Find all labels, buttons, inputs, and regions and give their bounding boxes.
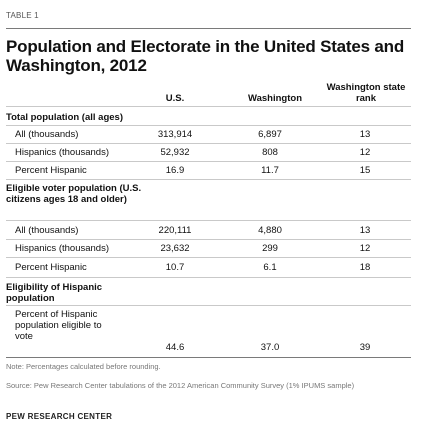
cell-washington: 808 bbox=[262, 147, 278, 158]
cell-us: 10.7 bbox=[165, 262, 185, 273]
row-divider bbox=[6, 305, 411, 306]
column-header-washington: Washington bbox=[248, 93, 302, 104]
cell-us: 313,914 bbox=[157, 129, 193, 140]
cell-washington: 4,880 bbox=[258, 225, 282, 236]
cell-us: 52,932 bbox=[160, 147, 190, 158]
row-divider bbox=[6, 220, 411, 221]
row-divider bbox=[6, 161, 411, 162]
row-label: Percent Hispanic bbox=[15, 165, 87, 176]
cell-rank: 39 bbox=[359, 342, 371, 353]
section-heading: Eligibility of Hispanic population bbox=[6, 282, 103, 304]
cell-us: 220,111 bbox=[158, 225, 192, 236]
cell-us: 44.6 bbox=[165, 342, 185, 353]
cell-rank: 18 bbox=[359, 262, 371, 273]
cell-rank: 12 bbox=[359, 243, 371, 254]
top-rule bbox=[6, 28, 411, 29]
row-divider bbox=[6, 277, 411, 278]
row-divider bbox=[6, 239, 411, 240]
cell-washington: 37.0 bbox=[260, 342, 280, 353]
row-divider bbox=[6, 179, 411, 180]
cell-washington: 6,897 bbox=[258, 129, 282, 140]
cell-rank: 13 bbox=[359, 129, 371, 140]
cell-washington: 299 bbox=[262, 243, 278, 254]
row-label: All (thousands) bbox=[15, 225, 79, 236]
cell-us: 23,632 bbox=[160, 243, 190, 254]
row-label: Percent of Hispanic population eligible … bbox=[15, 309, 102, 342]
cell-washington: 11.7 bbox=[261, 165, 279, 176]
header-rule bbox=[6, 106, 411, 107]
publisher-footer: PEW RESEARCH CENTER bbox=[6, 412, 113, 421]
row-label: Hispanics (thousands) bbox=[15, 147, 109, 158]
cell-rank: 12 bbox=[359, 147, 371, 158]
column-header-rank: Washington state rank bbox=[326, 82, 406, 104]
table-title: Population and Electorate in the United … bbox=[6, 37, 405, 75]
row-label: All (thousands) bbox=[15, 129, 79, 140]
row-label: Percent Hispanic bbox=[15, 262, 87, 273]
cell-rank: 13 bbox=[359, 225, 371, 236]
row-divider bbox=[6, 125, 411, 126]
section-heading: Total population (all ages) bbox=[6, 112, 123, 123]
bottom-rule bbox=[6, 357, 411, 358]
column-header-us: U.S. bbox=[165, 93, 185, 104]
row-label: Hispanics (thousands) bbox=[15, 243, 109, 254]
table-label: TABLE 1 bbox=[6, 11, 39, 20]
table-source: Source: Pew Research Center tabulations … bbox=[6, 381, 355, 390]
cell-us: 16.9 bbox=[165, 165, 185, 176]
table-note: Note: Percentages calculated before roun… bbox=[6, 362, 161, 371]
row-divider bbox=[6, 143, 411, 144]
cell-rank: 15 bbox=[359, 165, 371, 176]
cell-washington: 6.1 bbox=[263, 262, 277, 273]
row-divider bbox=[6, 257, 411, 258]
section-heading: Eligible voter population (U.S. citizens… bbox=[6, 183, 142, 205]
